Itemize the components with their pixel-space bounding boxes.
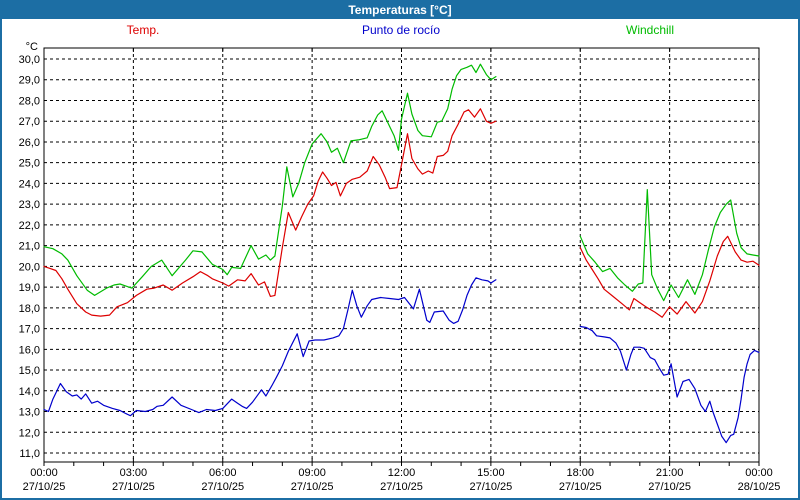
x-tick-time-label: 15:00: [477, 467, 505, 479]
series-line-0: [579, 235, 760, 318]
y-tick-label: 19,0: [19, 282, 40, 294]
y-tick-label: 26,0: [19, 137, 40, 149]
y-tick-label: 27,0: [19, 116, 40, 128]
x-tick-date-label: 27/10/25: [291, 481, 334, 493]
series-line-2: [579, 189, 760, 302]
chart-title: Temperaturas [°C]: [348, 3, 452, 17]
x-tick-time-label: 00:00: [745, 467, 773, 479]
x-tick-date-label: 28/10/25: [738, 481, 781, 493]
x-tick-date-label: 27/10/25: [559, 481, 602, 493]
y-tick-label: 18,0: [19, 303, 40, 315]
y-axis-unit-label: °C: [26, 41, 38, 53]
y-tick-label: 30,0: [19, 54, 40, 66]
y-tick-label: 24,0: [19, 178, 40, 190]
y-tick-label: 25,0: [19, 158, 40, 170]
series-line-1: [579, 325, 760, 444]
y-tick-label: 15,0: [19, 365, 40, 377]
legend-item-windchill: Windchill: [626, 23, 674, 37]
y-tick-label: 23,0: [19, 199, 40, 211]
legend-label-windchill: Windchill: [625, 23, 675, 37]
y-tick-label: 20,0: [19, 261, 40, 273]
title-bar: Temperaturas [°C]: [2, 2, 798, 19]
legend-item-dewpoint: Punto de rocío: [362, 23, 440, 37]
x-tick-time-label: 21:00: [656, 467, 684, 479]
x-tick-date-label: 27/10/25: [648, 481, 691, 493]
series-line-2: [43, 63, 497, 296]
y-tick-label: 17,0: [19, 324, 40, 336]
x-tick-time-label: 18:00: [566, 467, 594, 479]
y-tick-label: 21,0: [19, 241, 40, 253]
y-tick-label: 11,0: [19, 448, 40, 460]
legend-item-temp: Temp.: [127, 23, 160, 37]
x-tick-time-label: 12:00: [388, 467, 416, 479]
legend-label-dewpoint: Punto de rocío: [361, 23, 441, 37]
x-tick-time-label: 06:00: [209, 467, 237, 479]
x-tick-date-label: 27/10/25: [201, 481, 244, 493]
series-line-1: [43, 277, 497, 417]
y-tick-label: 14,0: [19, 386, 40, 398]
y-tick-label: 22,0: [19, 220, 40, 232]
x-tick-date-label: 27/10/25: [112, 481, 155, 493]
legend-label-temp: Temp.: [126, 23, 160, 37]
y-tick-label: 13,0: [19, 407, 40, 419]
y-tick-label: 29,0: [19, 75, 40, 87]
x-tick-time-label: 09:00: [298, 467, 326, 479]
x-tick-time-label: 00:00: [30, 467, 58, 479]
x-tick-time-label: 03:00: [120, 467, 148, 479]
x-tick-date-label: 27/10/25: [23, 481, 66, 493]
series-line-0: [43, 108, 497, 317]
y-tick-label: 28,0: [19, 95, 40, 107]
x-tick-date-label: 27/10/25: [380, 481, 423, 493]
x-tick-date-label: 27/10/25: [469, 481, 512, 493]
y-tick-label: 12,0: [19, 427, 40, 439]
y-tick-label: 16,0: [19, 344, 40, 356]
